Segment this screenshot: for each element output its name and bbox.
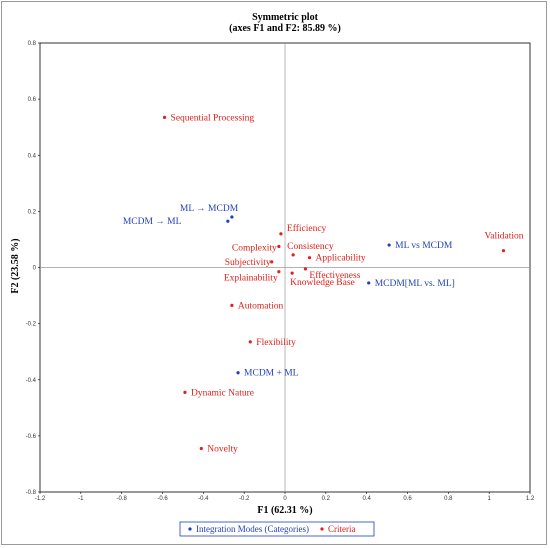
series-integration-modes: ML → MCDM MCDM → ML ML vs MCDM MCDM[ML vs. … bbox=[123, 204, 455, 379]
x-tick-label: 0.4 bbox=[362, 496, 371, 502]
point-mcdm-ml-vs-ml bbox=[367, 281, 371, 285]
point-ml-vs-mcdm bbox=[387, 243, 391, 247]
series-criteria: Sequential Processing Efficiency Complexit… bbox=[162, 113, 524, 455]
point-label-subjectivity: Subjectivity bbox=[225, 258, 271, 268]
point-explainability bbox=[277, 270, 281, 274]
x-tick-label: 0.8 bbox=[444, 496, 453, 502]
y-axis-label: F2 (23.58 %) bbox=[10, 238, 21, 293]
x-tick-label: 1 bbox=[487, 496, 491, 502]
point-label-novelty: Novelty bbox=[207, 445, 238, 455]
y-tick-label: -0.8 bbox=[26, 490, 37, 496]
x-tick-label: -0.6 bbox=[157, 496, 168, 502]
x-tick-label: -0.8 bbox=[116, 496, 127, 502]
point-efficiency bbox=[279, 232, 283, 236]
legend-label-integration-modes: Integration Modes (Categories) bbox=[196, 524, 309, 534]
y-tick-label: 0.8 bbox=[28, 41, 37, 47]
point-consistency bbox=[291, 253, 295, 257]
point-label-applicability: Applicability bbox=[316, 254, 366, 264]
legend-box bbox=[179, 521, 375, 537]
data-points: ML → MCDM MCDM → ML ML vs MCDM MCDM[ML vs. … bbox=[123, 113, 524, 454]
point-label-ml-vs-mcdm: ML vs MCDM bbox=[395, 241, 453, 251]
legend-label-criteria: Criteria bbox=[328, 524, 356, 534]
point-label-mcdm-ml-vs-ml: MCDM[ML vs. ML] bbox=[375, 279, 455, 289]
x-tick-label: 0.2 bbox=[322, 496, 331, 502]
point-subjectivity bbox=[270, 260, 274, 264]
point-complexity bbox=[277, 244, 281, 249]
point-label-flexibility: Flexibility bbox=[256, 338, 296, 348]
point-flexibility bbox=[248, 340, 252, 344]
x-tick-label: 1.2 bbox=[526, 496, 535, 502]
y-tick-label: -0.2 bbox=[26, 322, 37, 328]
point-label-knowledge-base: Knowledge Base bbox=[290, 278, 355, 288]
legend-marker-integration-modes bbox=[188, 527, 192, 531]
point-ml-mcdm bbox=[230, 215, 234, 219]
y-tick-label: 0 bbox=[33, 266, 37, 272]
x-axis-label: F1 (62.31 %) bbox=[257, 505, 312, 516]
point-label-complexity: Complexity bbox=[232, 243, 277, 253]
point-label-dynamic-nature: Dynamic Nature bbox=[191, 388, 254, 398]
point-knowledge-base bbox=[290, 271, 294, 275]
point-sequential-processing bbox=[162, 115, 167, 119]
point-validation bbox=[501, 249, 506, 253]
y-tick-label: 0.2 bbox=[28, 209, 37, 215]
x-tick-label: 0 bbox=[283, 496, 287, 502]
x-tick-label: -1.2 bbox=[35, 496, 46, 502]
legend: Integration Modes (Categories) Criteria bbox=[179, 521, 375, 537]
point-label-consistency: Consistency bbox=[287, 242, 334, 252]
point-dynamic-nature bbox=[183, 390, 187, 394]
point-automation bbox=[230, 303, 234, 307]
x-tick-label: -0.2 bbox=[239, 496, 250, 502]
point-label-sequential-processing: Sequential Processing bbox=[171, 113, 255, 123]
y-tick-label: 0.4 bbox=[28, 153, 37, 159]
point-label-efficiency: Efficiency bbox=[287, 223, 327, 234]
point-label-explainability: Explainability bbox=[224, 274, 278, 284]
point-novelty bbox=[199, 446, 203, 451]
point-mcdm-ml bbox=[226, 219, 230, 223]
point-mcdm-ml bbox=[236, 371, 240, 375]
point-effectiveness bbox=[303, 267, 308, 271]
x-tick-label: -0.4 bbox=[198, 496, 209, 502]
chart-title: Symmetric plot bbox=[252, 12, 318, 23]
point-label-ml-mcdm: ML → MCDM bbox=[180, 204, 239, 214]
y-tick-label: 0.6 bbox=[28, 97, 37, 103]
point-label-validation: Validation bbox=[484, 232, 523, 242]
y-tick-label: -0.4 bbox=[26, 378, 37, 384]
plot-area bbox=[39, 42, 531, 493]
point-label-effectiveness: Effectiveness bbox=[309, 270, 360, 281]
point-label-automation: Automation bbox=[238, 301, 284, 311]
point-applicability bbox=[307, 256, 312, 260]
point-label-mcdm-ml: MCDM + ML bbox=[244, 369, 299, 379]
legend-marker-criteria bbox=[320, 527, 324, 531]
x-tick-label: -1 bbox=[78, 496, 84, 502]
y-tick-label: -0.6 bbox=[26, 434, 37, 440]
point-label-mcdm-ml: MCDM → ML bbox=[123, 217, 182, 227]
chart-subtitle: (axes F1 and F2: 85.89 %) bbox=[229, 23, 341, 34]
axis-ticks: -1.2 -1 -0.8 -0.6 -0.4 -0.2 0 0.2 0.4 0.6 0.8 1 1.2 -… bbox=[26, 41, 535, 502]
x-tick-label: 0.6 bbox=[403, 496, 412, 502]
